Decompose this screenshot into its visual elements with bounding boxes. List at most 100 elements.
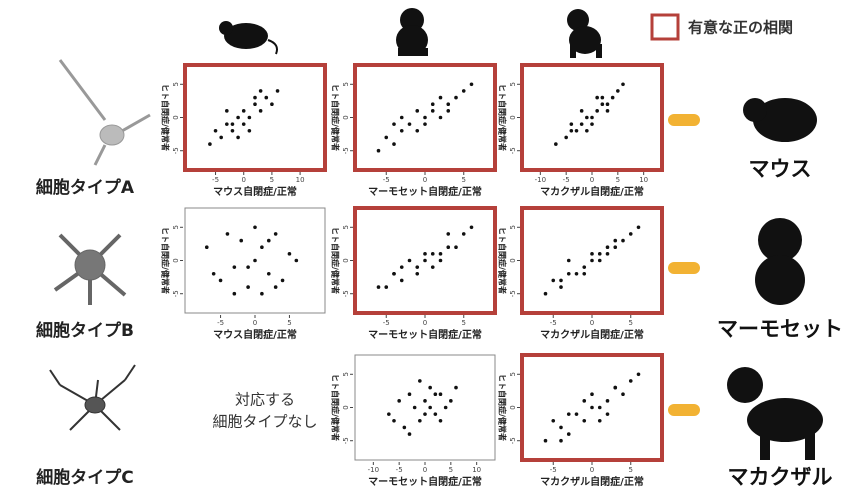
point [598, 419, 602, 423]
x-tick-label: 5 [270, 176, 274, 184]
species-label: マウス [749, 157, 812, 181]
point [590, 116, 594, 120]
marmoset-large-icon [755, 218, 805, 305]
point [270, 102, 274, 106]
point [239, 239, 243, 243]
point [428, 386, 432, 390]
point [559, 285, 563, 289]
y-axis-label: ヒト自閉症/健常者 [498, 84, 508, 151]
point [400, 279, 404, 283]
point [446, 109, 450, 113]
point [629, 232, 633, 236]
point [415, 129, 419, 133]
point [439, 116, 443, 120]
x-axis-label: マーモセット自閉症/正常 [368, 185, 482, 198]
point [598, 259, 602, 263]
neuron-b-icon [55, 235, 125, 305]
point [446, 102, 450, 106]
point [590, 406, 594, 410]
y-tick-label: 5 [509, 82, 517, 86]
point [582, 399, 586, 403]
point [580, 109, 584, 113]
note: 細胞タイプなし [212, 413, 317, 431]
x-tick-label: -5 [383, 319, 390, 327]
point [392, 419, 396, 423]
point [613, 245, 617, 249]
species-label: マーモセット [717, 317, 843, 341]
point [392, 272, 396, 276]
point [439, 259, 443, 263]
point [264, 96, 268, 100]
point [551, 419, 555, 423]
point [611, 96, 615, 100]
point [431, 102, 435, 106]
y-tick-label: 0 [172, 115, 180, 119]
point [621, 392, 625, 396]
y-tick-label: 0 [342, 115, 350, 119]
point [415, 272, 419, 276]
point [288, 252, 292, 256]
point [236, 116, 240, 120]
point [423, 399, 427, 403]
point [248, 129, 252, 133]
point [582, 265, 586, 269]
y-tick-label: 0 [342, 405, 350, 409]
x-tick-label: 5 [462, 319, 466, 327]
point [219, 279, 223, 283]
row-label: 細胞タイプC [36, 467, 133, 488]
x-tick-label: 5 [616, 176, 620, 184]
point [205, 245, 209, 249]
point [544, 292, 548, 296]
point [225, 109, 229, 113]
y-tick-label: -5 [342, 437, 350, 444]
y-tick-label: -5 [342, 290, 350, 297]
point [585, 129, 589, 133]
point [248, 116, 252, 120]
point [281, 279, 285, 283]
point [567, 432, 571, 436]
point [470, 82, 474, 86]
point [637, 372, 641, 376]
point [231, 129, 235, 133]
point [400, 129, 404, 133]
point [231, 122, 235, 126]
point [408, 392, 412, 396]
point [544, 439, 548, 443]
point [613, 386, 617, 390]
point [462, 89, 466, 93]
pointer-icons [668, 114, 700, 416]
y-tick-label: -5 [172, 290, 180, 297]
y-tick-label: 5 [509, 372, 517, 376]
point [415, 265, 419, 269]
point [582, 272, 586, 276]
point [431, 252, 435, 256]
point [408, 432, 412, 436]
point [585, 116, 589, 120]
point [400, 116, 404, 120]
point [470, 225, 474, 229]
point [253, 102, 257, 106]
x-tick-label: 0 [241, 176, 245, 184]
y-tick-label: 0 [342, 258, 350, 262]
point [598, 406, 602, 410]
point [559, 279, 563, 283]
point [384, 136, 388, 140]
y-tick-label: -5 [509, 437, 517, 444]
legend-swatch [652, 15, 678, 39]
point [439, 419, 443, 423]
y-axis-label: ヒト自閉症/健常者 [331, 374, 341, 441]
y-axis-label: ヒト自閉症/健常者 [498, 227, 508, 294]
x-tick-label: -5 [383, 176, 390, 184]
point [242, 109, 246, 113]
point [242, 122, 246, 126]
point [418, 379, 422, 383]
point [606, 412, 610, 416]
y-tick-label: 5 [509, 225, 517, 229]
point [595, 109, 599, 113]
x-tick-label: -5 [563, 176, 570, 184]
x-tick-label: 5 [629, 466, 633, 474]
x-tick-label: 0 [253, 319, 257, 327]
point [295, 259, 299, 263]
y-tick-label: 5 [342, 225, 350, 229]
y-tick-label: -5 [509, 290, 517, 297]
